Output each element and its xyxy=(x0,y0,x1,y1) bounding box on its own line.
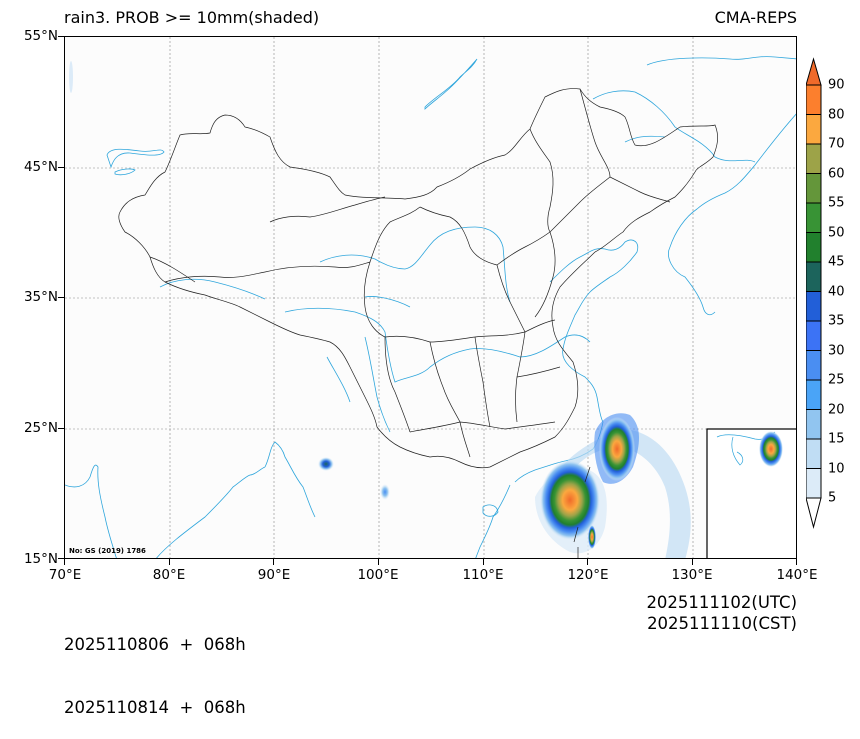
y-tickmark xyxy=(58,297,64,299)
colorbar-label-25: 25 xyxy=(828,372,845,388)
x-tick-100e: 100°E xyxy=(357,567,399,583)
map-approval-number: No: GS (2019) 1786 xyxy=(69,547,146,555)
map-canvas xyxy=(65,37,796,558)
coastlines xyxy=(65,56,796,558)
x-tick-90e: 90°E xyxy=(257,567,291,583)
x-tickmark xyxy=(587,559,589,565)
x-tickmark xyxy=(64,559,66,565)
valid-time-cst: 2025111110(CST) xyxy=(647,614,797,633)
precip-shading xyxy=(69,61,783,558)
colorbar-label-50: 50 xyxy=(828,225,845,240)
province-borders xyxy=(118,88,718,469)
x-tickmark xyxy=(483,559,485,565)
y-tickmark xyxy=(58,558,64,560)
y-tick-45n: 45°N xyxy=(23,159,58,175)
colorbar-label-5: 5 xyxy=(828,490,837,506)
y-tick-15n: 15°N xyxy=(23,551,58,567)
colorbar-label-30: 30 xyxy=(828,343,845,358)
x-tick-130e: 130°E xyxy=(671,567,713,583)
colorbar-label-90: 90 xyxy=(828,77,845,93)
init-time-utc: 2025110806 + 068h xyxy=(64,635,246,654)
x-tickmark xyxy=(169,559,171,565)
colorbar-label-35: 35 xyxy=(828,313,845,329)
x-tickmark xyxy=(796,559,798,565)
x-tickmark xyxy=(378,559,380,565)
x-tickmark xyxy=(692,559,694,565)
colorbar-label-40: 40 xyxy=(828,284,845,299)
colorbar-label-70: 70 xyxy=(828,136,845,152)
chart-title: rain3. PROB >= 10mm(shaded) xyxy=(64,8,320,27)
y-tickmark xyxy=(58,36,64,38)
colorbar-label-60: 60 xyxy=(828,166,845,181)
x-tick-110e: 110°E xyxy=(462,567,504,583)
colorbar-label-80: 80 xyxy=(828,107,845,122)
valid-time-utc: 2025111102(UTC) xyxy=(646,593,797,612)
init-time-cst: 2025110814 + 068h xyxy=(64,698,246,717)
y-tick-35n: 35°N xyxy=(23,289,58,305)
inset-box xyxy=(706,428,796,558)
y-tick-25n: 25°N xyxy=(23,420,58,436)
colorbar xyxy=(805,57,822,541)
x-tick-80e: 80°E xyxy=(152,567,186,583)
colorbar-label-45: 45 xyxy=(828,254,845,270)
x-tickmark xyxy=(273,559,275,565)
x-tick-120e: 120°E xyxy=(567,567,609,583)
y-tickmark xyxy=(58,428,64,430)
colorbar-graphic xyxy=(805,57,822,529)
y-tick-55n: 55°N xyxy=(23,28,58,44)
x-tick-140e: 140°E xyxy=(776,567,818,583)
colorbar-label-10: 10 xyxy=(828,461,845,476)
gridlines xyxy=(65,37,796,558)
colorbar-label-20: 20 xyxy=(828,402,845,417)
map-plot-area: No: GS (2019) 1786 xyxy=(64,36,797,559)
valid-time-block: 2025111102(UTC) 2025111110(CST) xyxy=(646,592,797,634)
colorbar-label-15: 15 xyxy=(828,431,845,447)
y-tickmark xyxy=(58,167,64,169)
init-time-block: 2025110806 + 068h 2025110814 + 068h xyxy=(64,592,246,739)
model-name: CMA-REPS xyxy=(714,8,797,27)
x-tick-70e: 70°E xyxy=(48,567,82,583)
colorbar-label-55: 55 xyxy=(828,195,845,211)
